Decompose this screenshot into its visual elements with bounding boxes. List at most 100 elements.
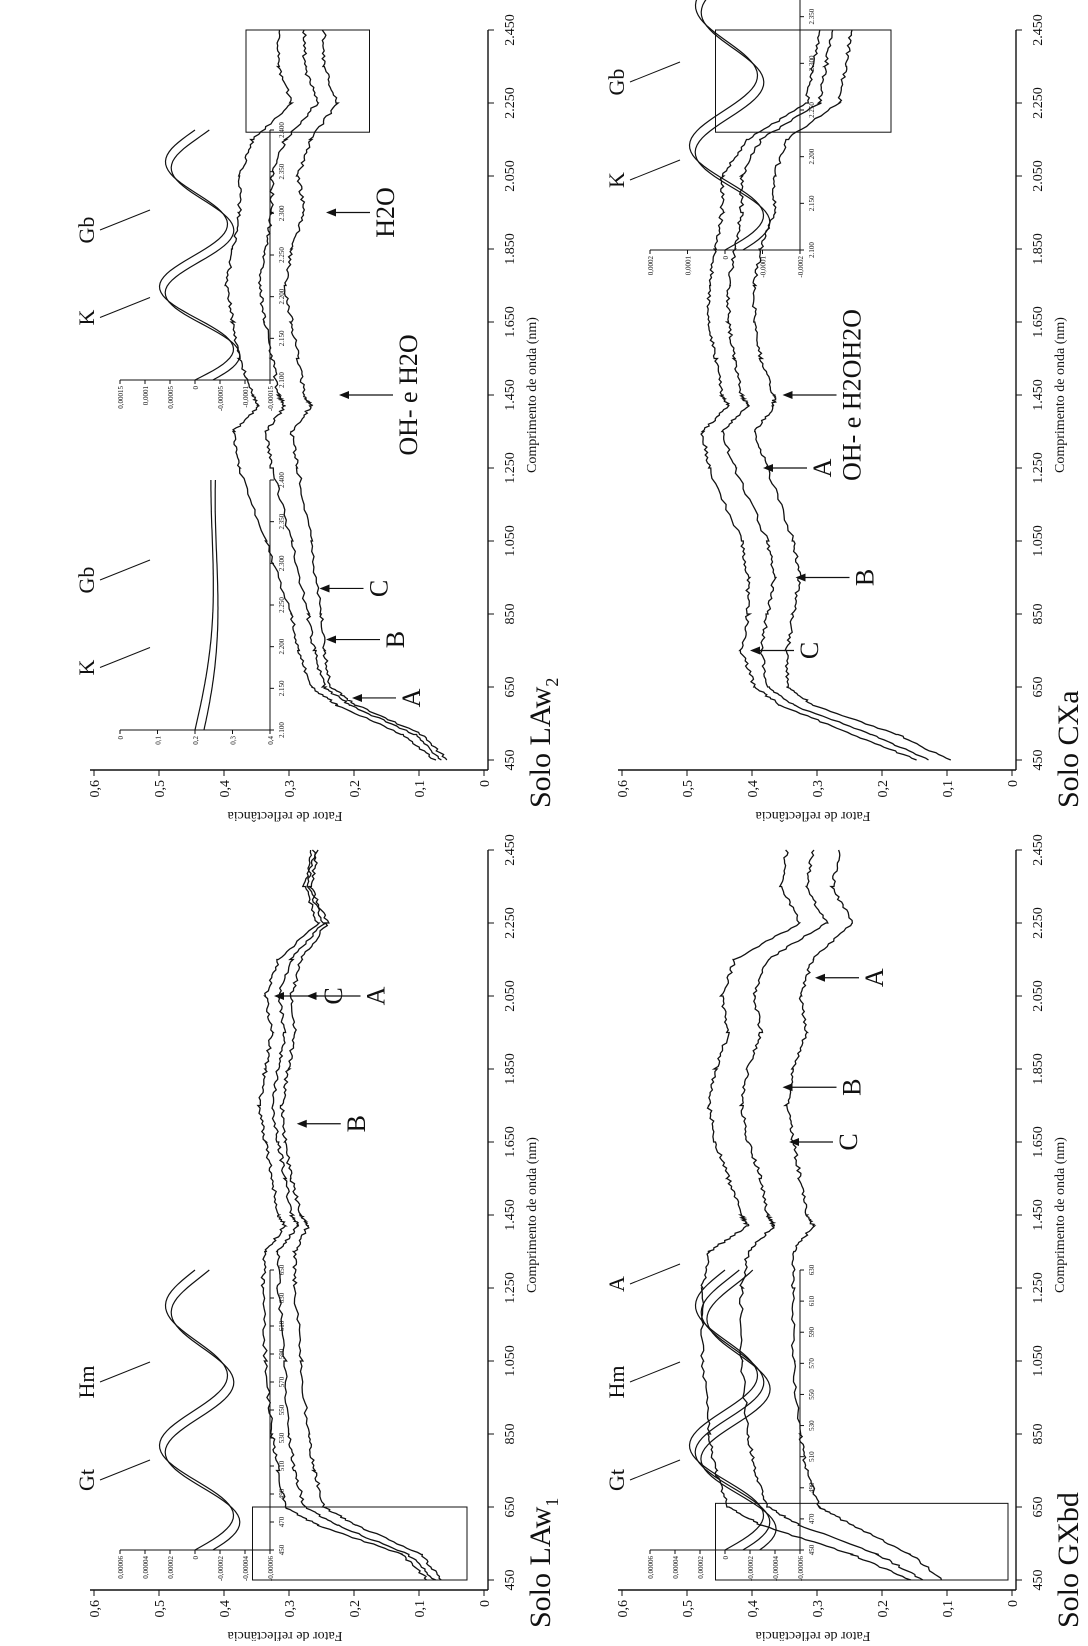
inset-x-tick-label: 2.250	[278, 597, 286, 613]
inset-series-line	[158, 129, 235, 381]
annotation-label: B	[342, 1115, 371, 1132]
inset-label-arrow	[629, 1459, 681, 1481]
panel-title-text: Solo LAw	[524, 1506, 557, 1628]
x-tick-label: 1.650	[503, 1126, 518, 1158]
inset-label: Hm	[74, 1366, 99, 1399]
x-tick-label: 2.050	[503, 160, 518, 192]
inset-x-tick-label: 490	[808, 1482, 816, 1493]
inset-y-tick-label: 0,00006	[117, 1556, 125, 1579]
inset-y-tick-label: 0,1	[155, 736, 163, 745]
inset-x-tick-label: 610	[808, 1295, 816, 1306]
inset-y-tick-label: 0,00002	[697, 1556, 705, 1579]
y-tick-label: 0,3	[811, 780, 826, 798]
x-tick-label: 1.650	[503, 306, 518, 338]
y-tick-label: 0	[478, 780, 493, 787]
inset-label: A	[604, 1276, 629, 1292]
y-tick-label: 0,2	[348, 780, 363, 798]
x-tick-label: 1.450	[1031, 379, 1046, 411]
x-tick-label: 650	[503, 677, 518, 698]
inset-x-tick-label: 530	[808, 1420, 816, 1431]
inset-y-tick-label: 0,0001	[685, 256, 693, 276]
series-line	[224, 29, 437, 761]
arrow-head	[339, 391, 349, 399]
y-tick-label: 0,2	[876, 1600, 891, 1618]
inset-x-tick-label: 2.400	[278, 472, 286, 488]
zoom-box	[715, 1502, 1009, 1581]
y-tick-label: 0,6	[88, 780, 103, 798]
panel-gxbd: Solo GXbd 450 650 850 1.050 1.250 1.450 1.650 1.…	[604, 834, 1085, 1643]
x-tick-label: 1.250	[1031, 452, 1046, 484]
arrow-head	[789, 1138, 799, 1146]
y-tick-label: 0,3	[283, 1600, 298, 1618]
inset-series-line	[194, 480, 214, 731]
inset-x-tick-label: 2.300	[278, 555, 286, 571]
inset-x-tick-label: 2.100	[808, 242, 816, 258]
inset-y-tick-label: 0,4	[267, 736, 275, 745]
series-line	[700, 29, 917, 761]
x-tick-label: 850	[503, 1424, 518, 1445]
inset-x-tick-label: 610	[278, 1320, 286, 1331]
panel-title: Solo GXbd	[1052, 1492, 1085, 1628]
panel-cxa: Solo CXa 450 650 850 1.050 1.250 1.450 1.650 1.8…	[604, 0, 1085, 823]
x-tick-label: 2.450	[503, 14, 518, 46]
x-tick-label: 450	[503, 1570, 518, 1591]
panel-title: Solo LAw1	[524, 1498, 562, 1628]
inset-y-tick-label: -0,0002	[797, 256, 805, 278]
panel-title-text: Solo CXa	[1052, 690, 1085, 808]
inset-x-tick-label: 630	[808, 1264, 816, 1275]
x-tick-label: 650	[1031, 1497, 1046, 1518]
x-tick-label: 2.450	[1031, 834, 1046, 866]
inset-y-tick-label: -0,0001	[760, 256, 768, 278]
inset-x-tick-label: 2.100	[278, 722, 286, 738]
inset-series-line	[164, 129, 241, 381]
x-tick-label: 850	[1031, 1424, 1046, 1445]
series-line	[720, 29, 929, 761]
inset-label-arrow	[629, 61, 681, 83]
panel-title-text: Solo GXbd	[1052, 1492, 1085, 1628]
zoom-box	[245, 29, 370, 133]
x-tick-label: 2.250	[503, 87, 518, 119]
inset-x-tick-label: 2.250	[808, 102, 816, 118]
series-line	[700, 849, 912, 1581]
y-tick-label: 0,4	[218, 780, 233, 798]
inset-y-tick-label: 0,00002	[167, 1556, 175, 1579]
inset-label-arrow	[99, 647, 151, 668]
inset-series-line	[688, 1269, 765, 1551]
y-tick-label: 0,6	[616, 780, 631, 798]
panel-title-text: Solo LAw	[524, 686, 557, 808]
x-tick-label: 1.650	[1031, 306, 1046, 338]
y-tick-label: 0,1	[413, 780, 428, 798]
series-line	[751, 29, 952, 761]
x-axis-label: Comprimento de onda (nm)	[525, 1137, 540, 1293]
annotation-label: B	[381, 631, 410, 648]
x-tick-label: 1.050	[503, 525, 518, 557]
y-axis-label: Fator de reflectância	[227, 808, 343, 823]
annotation-label: A	[860, 968, 889, 987]
inset-x-tick-label: 2.200	[278, 288, 286, 304]
inset-y-tick-label: 0	[192, 1556, 200, 1560]
y-tick-label: 0,1	[413, 1600, 428, 1618]
inset-label: Gb	[74, 217, 99, 244]
inset-y-tick-label: 0,00005	[167, 386, 175, 409]
inset-x-tick-label: 2.300	[808, 55, 816, 71]
inset-x-tick-label: 2.100	[278, 372, 286, 388]
x-tick-label: 1.250	[503, 1272, 518, 1304]
inset-x-tick-label: 490	[278, 1488, 286, 1499]
inset-label-arrow	[629, 1263, 681, 1285]
inset-x-tick-label: 510	[808, 1451, 816, 1462]
inset-x-tick-label: 630	[278, 1292, 286, 1303]
inset-inset: 450 470 490 510 530 550 570 590 610 630 0,00006 0,0…	[604, 1263, 816, 1581]
y-tick-label: 0,1	[941, 1600, 956, 1618]
inset-series-line	[164, 1269, 241, 1551]
annotation-label: H2O	[371, 187, 400, 238]
inset-x-tick-label: 650	[278, 1264, 286, 1275]
zoom-box	[715, 29, 892, 133]
series-line	[257, 29, 442, 761]
x-tick-label: 2.050	[1031, 160, 1046, 192]
y-tick-label: 0,6	[88, 1600, 103, 1618]
x-tick-label: 1.450	[1031, 1199, 1046, 1231]
inset-x-tick-label: 570	[278, 1376, 286, 1387]
arrow-head	[795, 573, 806, 582]
arrow-head	[763, 464, 773, 472]
